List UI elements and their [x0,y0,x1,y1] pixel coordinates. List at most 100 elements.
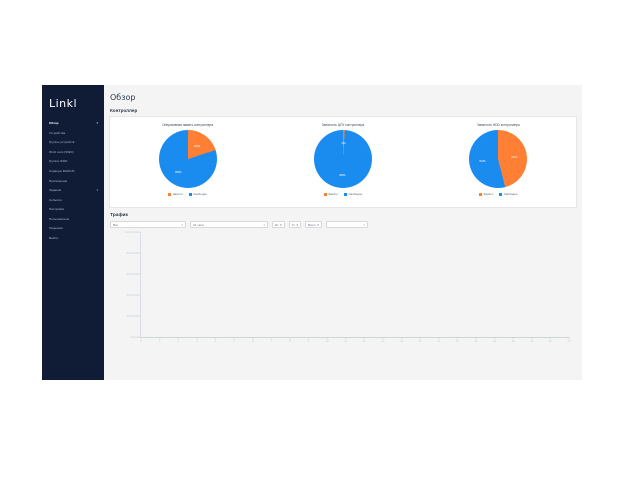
x-axis-tick-label: 5 [233,339,235,343]
x-axis-tick-label: 7 [270,339,273,343]
x-axis-tick-label: 0 [140,339,142,343]
sidebar-nav: Обзор ▾ Устройства Группы устройств Wi-Fi се… [42,119,104,244]
x-axis-tick-label: 13 [381,339,385,343]
legend-item[interactable]: Свободно [499,192,518,196]
legend-item[interactable]: Занято [323,192,338,196]
sidebar-item-label: Приложения [49,178,68,183]
x-axis-tick-mark [456,337,458,339]
chevron-down-icon: ▾ [363,222,365,227]
x-axis-tick-label: 15 [418,339,422,343]
legend-item[interactable]: Свободно [343,192,362,196]
chevron-down-icon: ▾ [280,222,282,227]
x-axis-tick-mark [531,337,533,339]
sidebar-item-label: Лицензии [49,226,63,231]
x-axis-tick-mark [345,337,347,339]
x-axis-tick-label: 23 [567,339,571,343]
pie-chart-row: Оперативная память контроллера 20% 80% Заня… [110,117,576,207]
y-axis-tick-mark [139,315,141,317]
x-axis-tick-mark [494,337,496,339]
chevron-down-icon: ▾ [96,188,98,193]
x-axis-tick-label: 2 [177,339,180,343]
sidebar-item-label: Группы устройств [49,140,75,145]
x-axis-tick-mark [438,337,440,339]
sidebar-item-10[interactable]: Пользователи [42,215,104,225]
sidebar-item-11[interactable]: Лицензии [42,224,104,234]
sidebar-item-label: Задания [49,188,62,193]
sidebar-item-9[interactable]: Настройки [42,205,104,215]
brand-logo: Linkl [49,97,78,110]
period-select-value: 24 часа [193,222,204,227]
total-toggle-button[interactable]: Всего ▾ [305,221,322,228]
x-axis-tick-label: 8 [289,339,291,343]
legend-item[interactable]: Занято [479,192,493,196]
x-axis-tick-label: 12 [362,339,366,343]
traffic-chart: 1000 kbit/s 800 kbit/s 600 kbit/s 400 kbit/… [110,230,577,350]
x-axis-tick-label: 21 [530,339,534,343]
rx-label: Rx [275,222,279,227]
x-axis-tick-label: 10 [325,339,329,343]
x-axis-tick-label: 4 [214,339,217,343]
legend-item[interactable]: Свободно [188,192,207,196]
y-axis-tick-label: 0 kbit/s [129,335,139,339]
y-axis-tick-mark [139,336,141,338]
legend-label: Свободно [193,192,207,196]
total-label: Всего [308,222,316,227]
pie-legend: Занято Свободно [168,192,207,196]
sidebar-item-12[interactable]: Выйти [42,234,104,244]
chevron-down-icon: ▾ [296,222,299,227]
pie-legend: Занято Свободно [479,192,518,196]
app-window: Linkl Обзор ▾ Устройства Группы устройств Wi… [42,85,582,380]
sidebar-item-0[interactable]: Обзор ▾ [42,119,104,129]
x-axis-tick-label: 18 [474,339,478,343]
x-axis-tick-mark [549,337,551,339]
x-axis-tick-mark [382,337,384,339]
page-title: Обзор [110,93,136,102]
x-axis-tick-label: 9 [307,339,310,343]
sidebar-item-6[interactable]: Приложения [42,176,104,186]
x-axis-tick-label: 1 [158,339,161,343]
x-axis-tick-mark [307,337,309,339]
sidebar-item-3[interactable]: Wi-Fi сети (SSID) [42,148,104,158]
x-axis-tick-mark [475,337,477,339]
x-axis-tick-mark [568,337,570,339]
x-axis-tick-mark [252,337,254,339]
x-axis-tick-mark [401,337,403,339]
x-axis-tick-label: 16 [437,339,441,343]
pie-slice-label: 54% [479,158,486,163]
y-axis-tick-label: 600 kbit/s [126,272,139,276]
sidebar-item-label: Пользователи [49,216,70,221]
legend-item[interactable]: Занято [168,192,183,196]
sidebar-item-8[interactable]: События [42,196,104,206]
pie-chart-title: Занятость HDD контроллера [476,123,520,127]
sidebar-item-label: Настройки [49,207,65,212]
sidebar-item-label: Обзор [49,121,59,126]
pie-slice-label: 99% [339,172,346,177]
sidebar: Linkl Обзор ▾ Устройства Группы устройств Wi… [42,85,104,380]
tx-toggle-button[interactable]: Tx ▾ [288,221,302,228]
pie-chart-title: Занятость ЦПУ контроллера [321,123,365,127]
x-axis-tick-label: 3 [196,339,198,343]
x-axis-tick-mark [233,337,235,339]
rx-toggle-button[interactable]: Rx ▾ [272,221,285,228]
controller-section-title: Контроллер [110,108,138,113]
sidebar-item-2[interactable]: Группы устройств [42,138,104,148]
pie-graphic: 46% 54% [469,130,528,188]
legend-swatch [168,192,172,196]
scope-select-value: Все [113,222,119,227]
x-axis-tick-label: 11 [344,339,348,343]
sidebar-item-7[interactable]: Задания ▾ [42,186,104,196]
y-axis-tick-mark [139,273,141,275]
pie-chart-1: Занятость ЦПУ контроллера 1% 99% Занято Своб… [265,117,420,207]
sidebar-item-5[interactable]: Серверы RADIUS [42,167,104,177]
x-axis-tick-mark [177,337,179,339]
period-select[interactable]: 24 часа ▾ [190,221,268,228]
x-axis-tick-label: 17 [455,339,459,343]
controller-pies-card: Оперативная память контроллера 20% 80% Заня… [109,116,577,208]
sidebar-item-4[interactable]: Группы SSID [42,157,104,167]
unit-select[interactable]: ▾ [325,221,368,228]
sidebar-item-1[interactable]: Устройства [42,129,104,139]
scope-select[interactable]: Все ▾ [110,221,186,228]
traffic-controls: Все ▾ 24 часа ▾ Rx ▾ Tx ▾ Всего ▾ ▾ [104,218,582,228]
x-axis-tick-mark [326,337,328,339]
pie-slice-label: 1% [341,141,346,146]
